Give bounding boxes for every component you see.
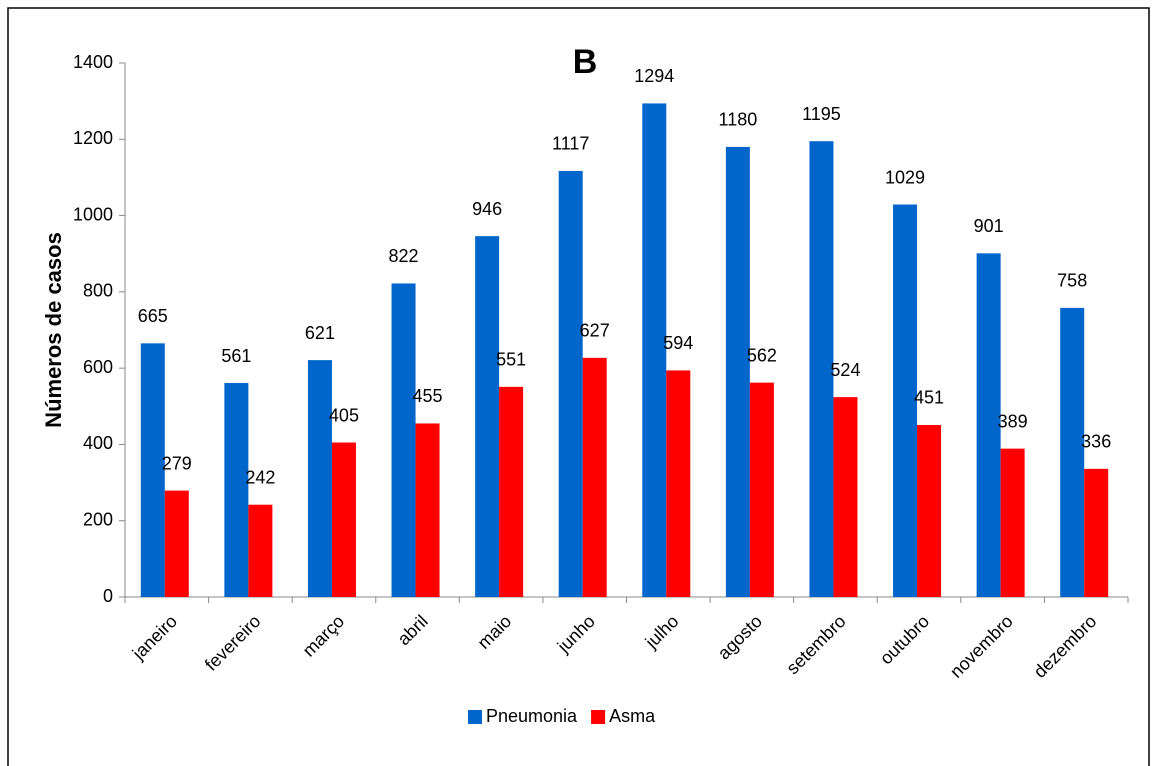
data-label: 822: [389, 246, 419, 266]
bar: [475, 236, 500, 597]
y-tick-label: 200: [83, 509, 113, 529]
x-tick-label: junho: [553, 611, 599, 657]
bar: [833, 397, 858, 597]
bar: [331, 442, 356, 597]
x-tick-label: setembro: [782, 611, 849, 678]
bar: [558, 170, 583, 598]
x-tick-label: abril: [394, 611, 432, 649]
x-tick-label: agosto: [714, 611, 766, 663]
data-label: 405: [329, 405, 359, 425]
x-tick-label: outubro: [876, 611, 933, 668]
legend-label: Asma: [609, 706, 656, 726]
bar: [666, 370, 691, 597]
x-tick-label: julho: [641, 611, 683, 653]
data-label: 627: [580, 321, 610, 341]
bar: [248, 504, 273, 597]
data-label: 1294: [634, 66, 674, 86]
data-label: 1180: [719, 110, 758, 130]
data-label: 901: [974, 216, 1004, 236]
x-tick-label: janeiro: [128, 611, 181, 664]
data-label: 279: [162, 453, 192, 473]
data-label: 562: [747, 345, 777, 365]
bar: [140, 343, 165, 597]
y-tick-label: 0: [103, 586, 113, 606]
bar: [391, 283, 416, 597]
bar: [1084, 468, 1109, 597]
legend-swatch: [468, 710, 482, 724]
data-label: 336: [1081, 432, 1111, 452]
data-label: 551: [496, 350, 526, 370]
bar: [893, 204, 918, 597]
bar: [224, 383, 249, 597]
data-label: 758: [1057, 271, 1087, 291]
x-tick-label: dezembro: [1030, 611, 1101, 682]
y-tick-label: 1200: [73, 128, 113, 148]
bar: [642, 103, 667, 597]
data-label: 561: [221, 346, 251, 366]
data-label: 451: [914, 388, 944, 408]
bar: [164, 490, 189, 597]
y-tick-label: 1400: [73, 52, 113, 72]
data-label: 1195: [802, 104, 841, 124]
y-tick-label: 400: [83, 433, 113, 453]
bar: [917, 424, 942, 597]
data-label: 242: [245, 467, 275, 487]
bar: [749, 382, 774, 597]
data-label: 665: [138, 306, 168, 326]
x-tick-label: março: [299, 611, 349, 661]
y-tick-label: 800: [83, 281, 113, 301]
data-label: 455: [413, 386, 443, 406]
data-label: 594: [663, 333, 693, 353]
bar: [1060, 307, 1085, 597]
x-tick-label: novembro: [946, 611, 1017, 682]
bar: [307, 360, 332, 597]
x-tick-label: fevereiro: [201, 611, 265, 675]
bar: [582, 357, 607, 597]
bar: [725, 146, 750, 597]
data-label: 621: [305, 323, 335, 343]
frame: [7, 7, 1150, 766]
data-label: 1029: [885, 167, 925, 187]
legend-swatch: [591, 710, 606, 724]
data-label: 389: [998, 411, 1028, 431]
legend-label: Pneumonia: [486, 706, 578, 726]
bar: [809, 141, 834, 597]
data-label: 524: [830, 360, 860, 380]
bar: [499, 386, 524, 597]
data-label: 946: [472, 199, 502, 219]
bar: [415, 423, 440, 597]
data-label: 1117: [552, 134, 589, 154]
y-tick-label: 1000: [73, 204, 113, 224]
chart-title: B: [573, 43, 598, 81]
bar: [1000, 448, 1025, 597]
bar: [976, 253, 1001, 597]
y-tick-label: 600: [83, 357, 113, 377]
x-tick-label: maio: [474, 611, 516, 653]
y-axis-label: Números de casos: [41, 232, 66, 428]
